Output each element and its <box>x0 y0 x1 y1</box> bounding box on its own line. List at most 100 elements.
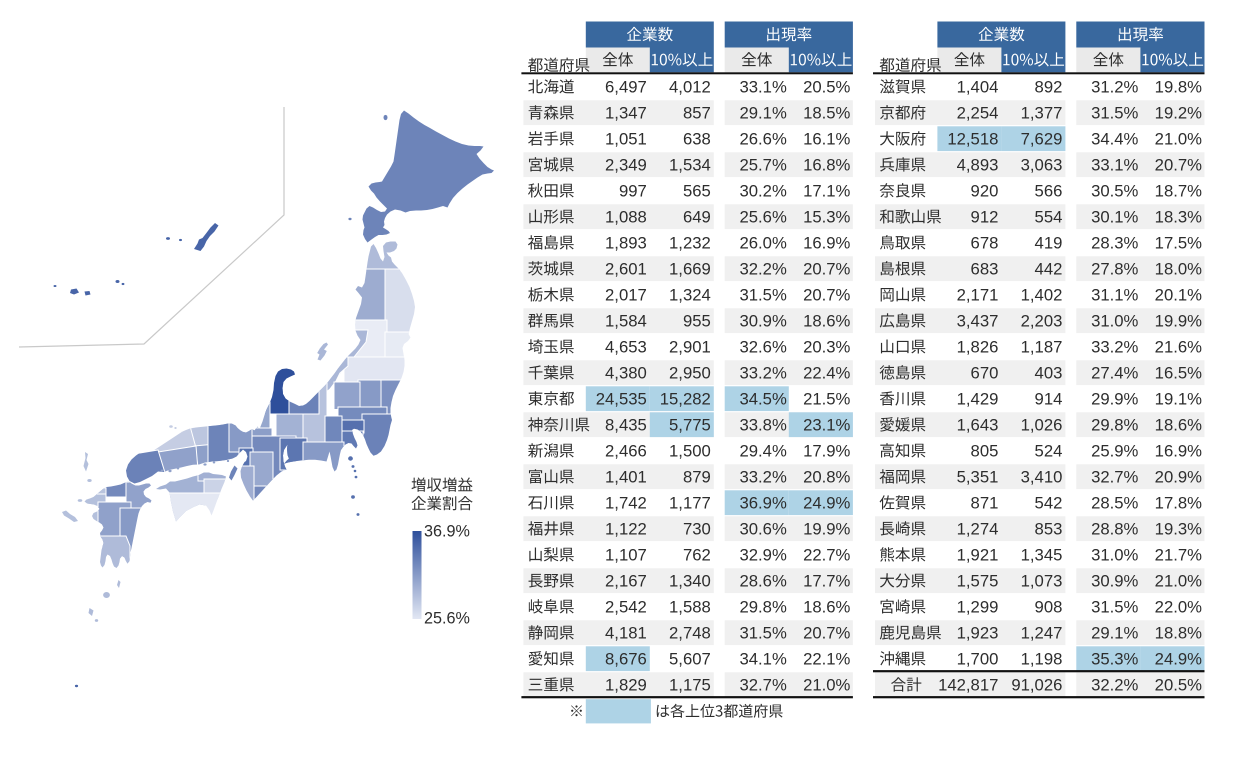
svg-text:1,402: 1,402 <box>1021 286 1063 305</box>
svg-text:35.3%: 35.3% <box>1091 650 1138 669</box>
svg-text:20.7%: 20.7% <box>803 286 850 305</box>
svg-text:29.1%: 29.1% <box>739 104 786 123</box>
svg-text:8,435: 8,435 <box>605 416 647 435</box>
svg-text:1,429: 1,429 <box>957 390 999 409</box>
svg-text:20.8%: 20.8% <box>803 468 850 487</box>
svg-text:2,950: 2,950 <box>669 364 711 383</box>
svg-text:857: 857 <box>683 104 711 123</box>
svg-text:30.9%: 30.9% <box>739 312 786 331</box>
svg-text:3,410: 3,410 <box>1021 468 1063 487</box>
svg-text:36.9%: 36.9% <box>424 523 470 541</box>
svg-text:31.5%: 31.5% <box>739 624 786 643</box>
svg-text:31.5%: 31.5% <box>1091 598 1138 617</box>
svg-text:5,607: 5,607 <box>669 650 711 669</box>
svg-text:20.7%: 20.7% <box>1155 156 1202 175</box>
svg-text:27.8%: 27.8% <box>1091 260 1138 279</box>
svg-text:442: 442 <box>1035 260 1063 279</box>
svg-text:908: 908 <box>1035 598 1063 617</box>
svg-text:1,122: 1,122 <box>605 520 647 539</box>
svg-text:5,351: 5,351 <box>957 468 999 487</box>
svg-text:15.3%: 15.3% <box>803 208 850 227</box>
svg-text:1,826: 1,826 <box>957 338 999 357</box>
svg-text:1,177: 1,177 <box>669 494 711 513</box>
svg-text:22.7%: 22.7% <box>803 546 850 565</box>
svg-text:997: 997 <box>619 182 647 201</box>
svg-text:6,497: 6,497 <box>605 78 647 97</box>
svg-text:5,775: 5,775 <box>669 416 711 435</box>
svg-text:27.4%: 27.4% <box>1091 364 1138 383</box>
svg-text:18.6%: 18.6% <box>803 312 850 331</box>
svg-text:871: 871 <box>971 494 999 513</box>
svg-text:1,088: 1,088 <box>605 208 647 227</box>
svg-text:12,518: 12,518 <box>947 130 998 149</box>
svg-text:22.1%: 22.1% <box>803 650 850 669</box>
svg-text:670: 670 <box>971 364 999 383</box>
svg-text:1,026: 1,026 <box>1021 416 1063 435</box>
svg-text:1,073: 1,073 <box>1021 572 1063 591</box>
svg-text:1,377: 1,377 <box>1021 104 1063 123</box>
svg-text:17.8%: 17.8% <box>1155 494 1202 513</box>
svg-text:8,676: 8,676 <box>605 650 647 669</box>
svg-text:955: 955 <box>683 312 711 331</box>
svg-text:19.9%: 19.9% <box>1155 312 1202 331</box>
svg-text:18.8%: 18.8% <box>1155 624 1202 643</box>
svg-text:31.5%: 31.5% <box>1091 104 1138 123</box>
svg-text:914: 914 <box>1035 390 1063 409</box>
svg-text:2,748: 2,748 <box>669 624 711 643</box>
svg-text:1,893: 1,893 <box>605 234 647 253</box>
svg-text:18.6%: 18.6% <box>803 598 850 617</box>
svg-text:34.1%: 34.1% <box>739 650 786 669</box>
svg-text:17.7%: 17.7% <box>803 572 850 591</box>
svg-text:1,584: 1,584 <box>605 312 647 331</box>
svg-text:1,700: 1,700 <box>957 650 999 669</box>
svg-text:1,575: 1,575 <box>957 572 999 591</box>
svg-text:1,232: 1,232 <box>669 234 711 253</box>
svg-text:1,107: 1,107 <box>605 546 647 565</box>
svg-text:19.8%: 19.8% <box>1155 78 1202 97</box>
svg-text:2,017: 2,017 <box>605 286 647 305</box>
svg-text:19.9%: 19.9% <box>803 520 850 539</box>
svg-text:3,437: 3,437 <box>957 312 999 331</box>
svg-text:19.2%: 19.2% <box>1155 104 1202 123</box>
svg-text:28.5%: 28.5% <box>1091 494 1138 513</box>
svg-text:23.1%: 23.1% <box>803 416 850 435</box>
svg-text:29.8%: 29.8% <box>1091 416 1138 435</box>
svg-text:18.7%: 18.7% <box>1155 182 1202 201</box>
svg-text:762: 762 <box>683 546 711 565</box>
svg-text:1,274: 1,274 <box>957 520 999 539</box>
svg-text:25.7%: 25.7% <box>739 156 786 175</box>
svg-text:21.0%: 21.0% <box>1155 572 1202 591</box>
svg-text:24.9%: 24.9% <box>1155 650 1202 669</box>
svg-text:1,534: 1,534 <box>669 156 711 175</box>
svg-text:1,345: 1,345 <box>1021 546 1063 565</box>
svg-text:31.1%: 31.1% <box>1091 286 1138 305</box>
svg-text:25.6%: 25.6% <box>424 610 470 628</box>
svg-text:31.2%: 31.2% <box>1091 78 1138 97</box>
svg-text:33.1%: 33.1% <box>739 78 786 97</box>
svg-text:1,340: 1,340 <box>669 572 711 591</box>
svg-text:21.7%: 21.7% <box>1155 546 1202 565</box>
svg-text:30.5%: 30.5% <box>1091 182 1138 201</box>
svg-text:26.6%: 26.6% <box>739 130 786 149</box>
svg-text:16.5%: 16.5% <box>1155 364 1202 383</box>
svg-text:29.9%: 29.9% <box>1091 390 1138 409</box>
svg-text:32.6%: 32.6% <box>739 338 786 357</box>
svg-text:17.1%: 17.1% <box>803 182 850 201</box>
svg-text:21.0%: 21.0% <box>803 676 850 695</box>
svg-text:20.9%: 20.9% <box>1155 468 1202 487</box>
svg-text:1,299: 1,299 <box>957 598 999 617</box>
svg-text:4,181: 4,181 <box>605 624 647 643</box>
svg-text:20.7%: 20.7% <box>803 624 850 643</box>
svg-text:16.9%: 16.9% <box>803 234 850 253</box>
svg-text:1,643: 1,643 <box>957 416 999 435</box>
svg-text:32.7%: 32.7% <box>1091 468 1138 487</box>
svg-text:33.1%: 33.1% <box>1091 156 1138 175</box>
svg-text:32.2%: 32.2% <box>739 260 786 279</box>
svg-text:16.9%: 16.9% <box>1155 442 1202 461</box>
svg-text:20.7%: 20.7% <box>803 260 850 279</box>
svg-text:683: 683 <box>971 260 999 279</box>
svg-text:2,601: 2,601 <box>605 260 647 279</box>
svg-text:920: 920 <box>971 182 999 201</box>
svg-text:18.3%: 18.3% <box>1155 208 1202 227</box>
svg-text:2,254: 2,254 <box>957 104 999 123</box>
